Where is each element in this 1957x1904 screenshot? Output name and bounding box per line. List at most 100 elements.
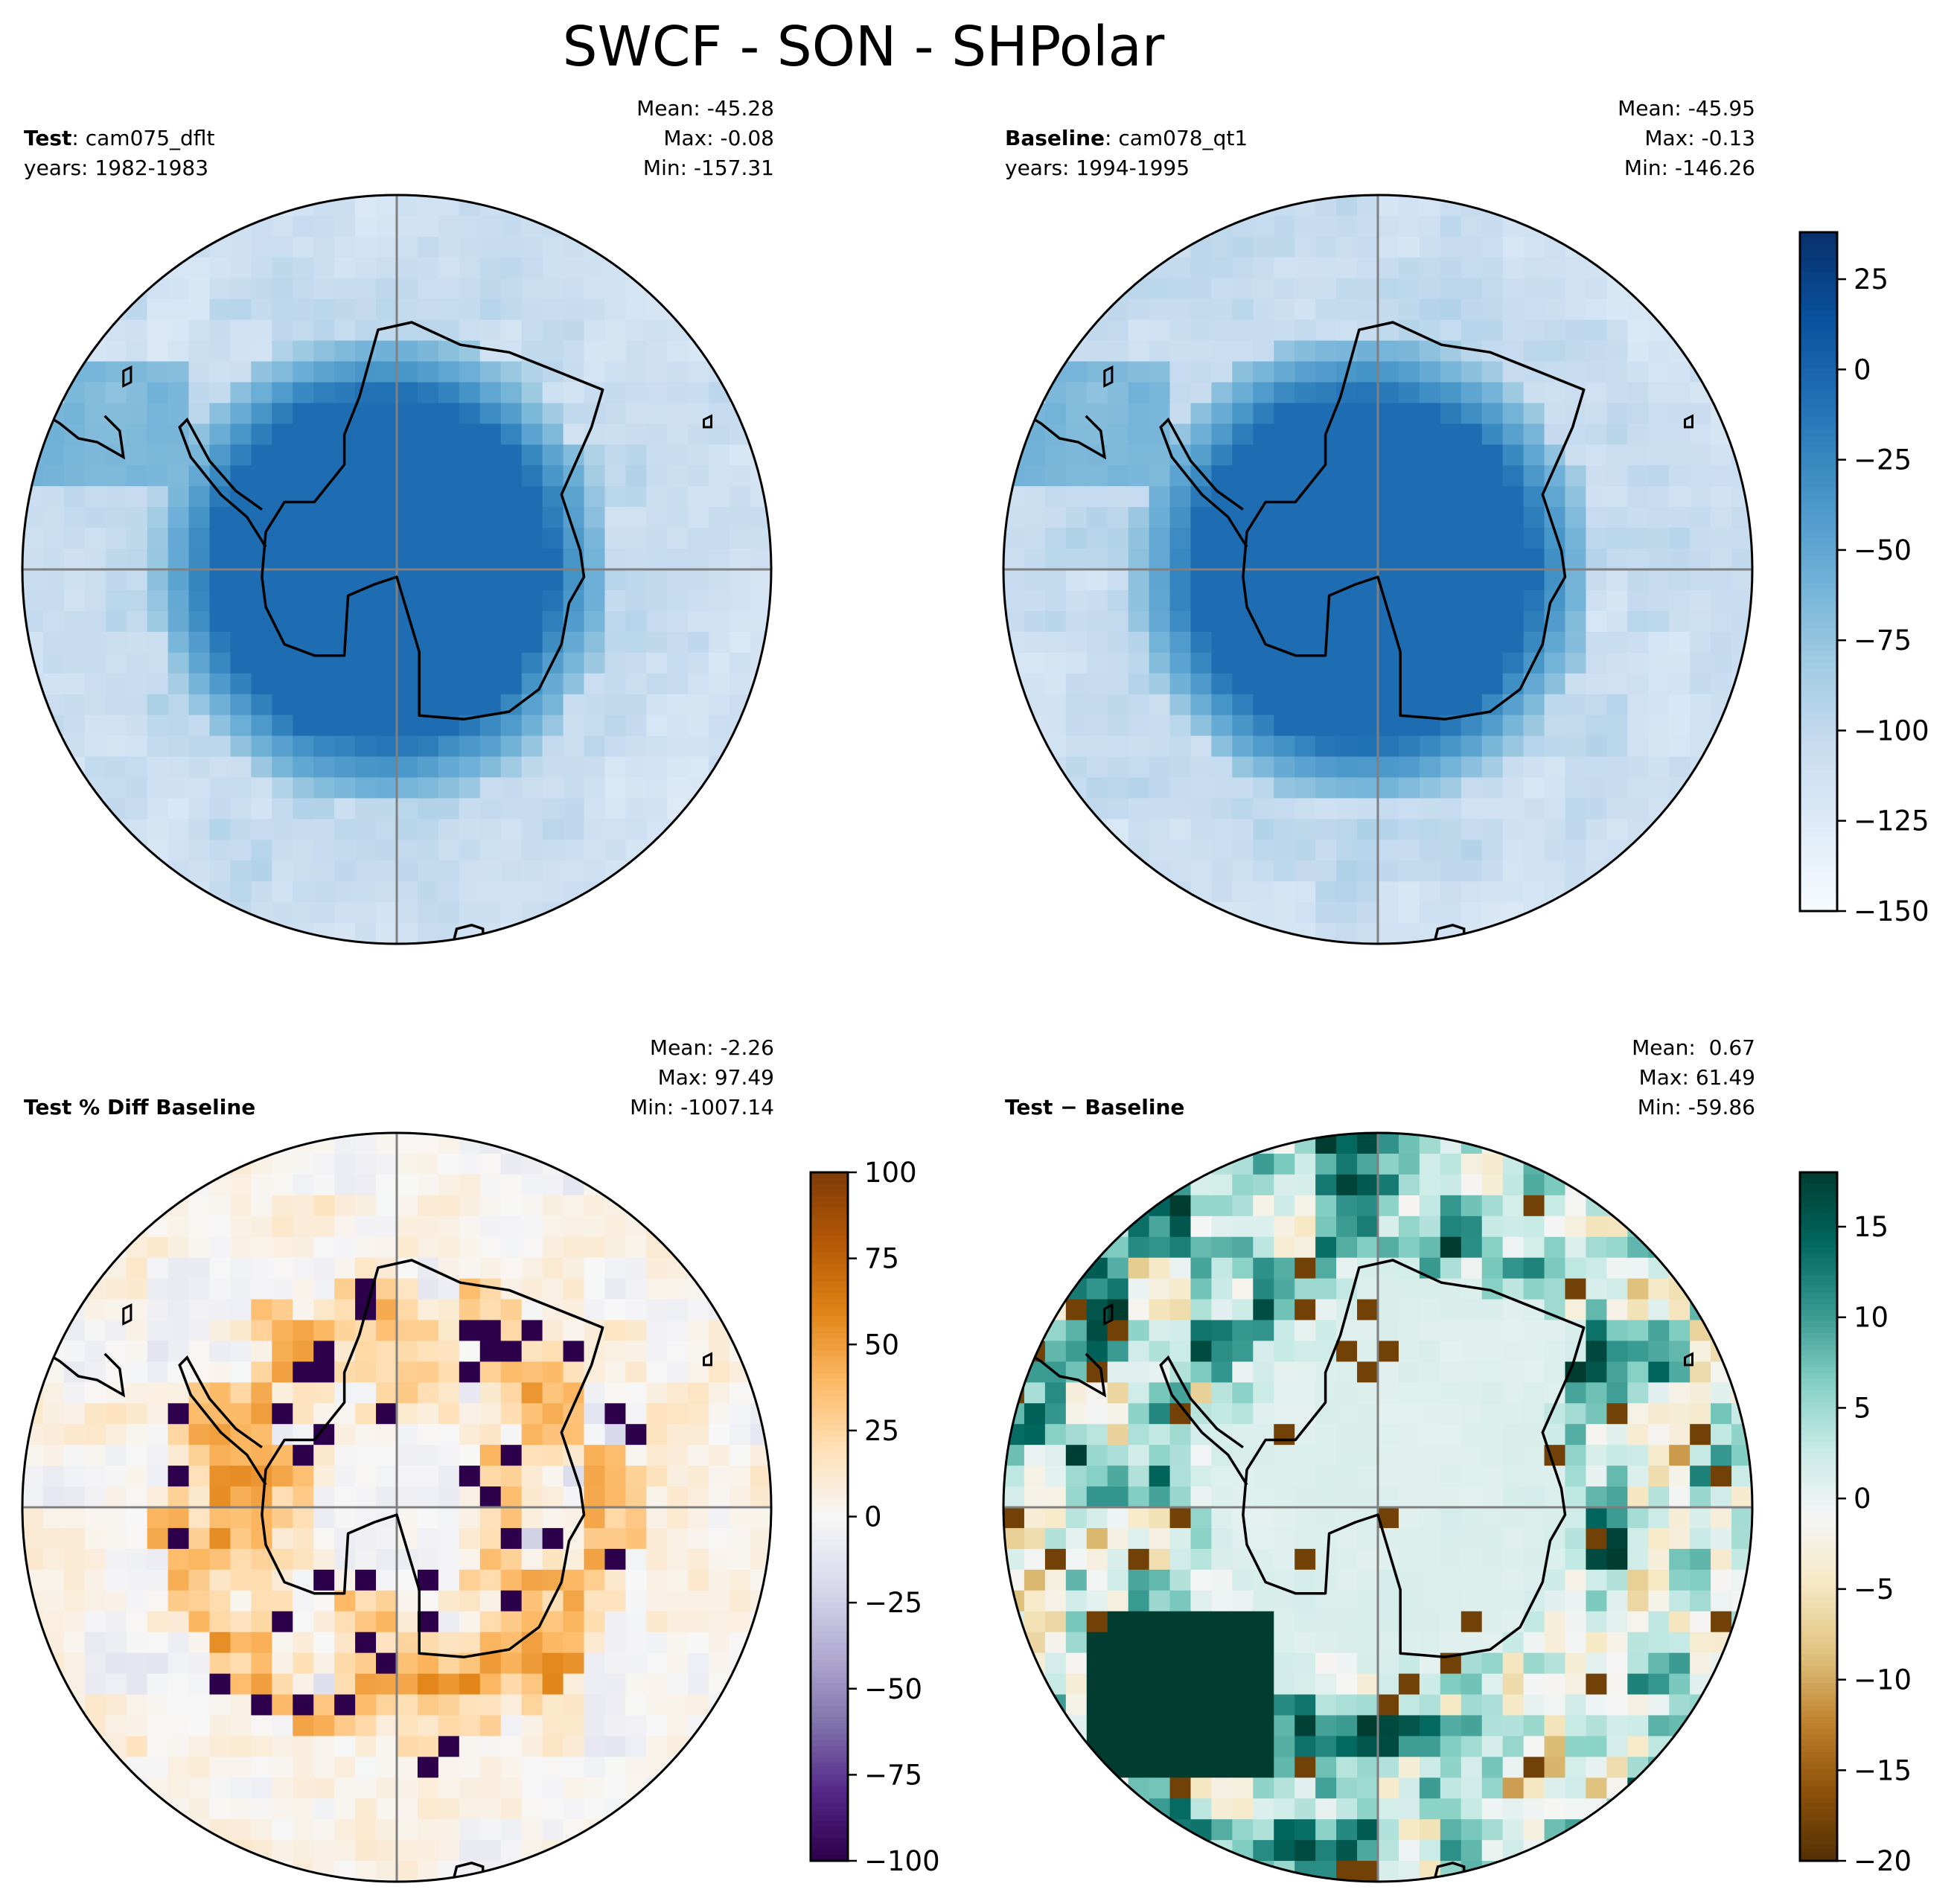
grid-cell [417, 1548, 439, 1571]
grid-cell [376, 195, 398, 217]
grid-cell [500, 631, 523, 654]
grid-cell [646, 1445, 668, 1466]
grid-cell [376, 549, 398, 570]
colorbar-segment [1800, 764, 1837, 770]
grid-cell [1294, 382, 1316, 404]
grid-cell [1149, 361, 1171, 383]
grid-cell [272, 1507, 293, 1529]
grid-cell [209, 631, 232, 654]
colorbar-segment [1800, 1769, 1837, 1775]
grid-cell [63, 673, 86, 695]
grid-cell [1586, 1341, 1607, 1362]
grid-cell [251, 1715, 272, 1737]
grid-cell [625, 610, 647, 633]
grid-cell [1294, 1445, 1316, 1466]
grid-cell [84, 569, 106, 591]
grid-cell [1336, 1153, 1358, 1175]
grid-cell [1523, 1507, 1545, 1529]
grid-cell [1690, 1590, 1711, 1612]
grid-cell [625, 1403, 647, 1425]
grid-cell [521, 1341, 543, 1362]
colorbar-segment [1800, 1476, 1837, 1483]
grid-cell [1149, 465, 1171, 487]
grid-cell [438, 1798, 460, 1820]
grid-cell [417, 1715, 439, 1737]
grid-cell [1544, 1715, 1566, 1737]
grid-cell [584, 819, 606, 840]
grid-cell [1149, 1507, 1171, 1529]
grid-cell [479, 1757, 502, 1778]
grid-cell [1648, 610, 1670, 633]
grid-cell [1211, 881, 1233, 903]
grid-cell [1294, 569, 1316, 591]
grid-cell [459, 1424, 481, 1445]
grid-cell [1211, 403, 1233, 424]
grid-cell [1086, 777, 1108, 799]
grid-cell [1065, 1424, 1088, 1445]
grid-cell [521, 403, 543, 424]
grid-cell [209, 1361, 232, 1383]
grid-cell [646, 340, 668, 362]
grid-cell [1544, 1424, 1566, 1445]
grid-cell [646, 1715, 668, 1737]
grid-cell [521, 1694, 543, 1716]
grid-cell [105, 340, 127, 362]
colorbar-segment [811, 1631, 848, 1638]
grid-cell [1232, 756, 1254, 779]
grid-cell [1315, 1777, 1337, 1799]
grid-cell [1107, 1569, 1129, 1591]
grid-cell [230, 424, 252, 445]
grid-cell [1315, 1611, 1337, 1633]
grid-cell [230, 840, 252, 861]
grid-cell [272, 1819, 293, 1841]
grid-cell [1419, 631, 1441, 654]
grid-cell [1586, 1486, 1607, 1508]
grid-cell [188, 278, 211, 300]
grid-cell [42, 694, 65, 716]
grid-cell [376, 777, 398, 799]
grid-cell [542, 881, 564, 903]
grid-cell [1565, 673, 1587, 695]
grid-cell [1107, 1278, 1129, 1300]
colorbar-segment [811, 1591, 848, 1598]
grid-cell [500, 1486, 523, 1508]
grid-cell [1460, 1694, 1483, 1716]
grid-cell [1274, 486, 1295, 508]
grid-cell [1460, 1652, 1483, 1675]
grid-cell [521, 1486, 543, 1508]
grid-cell [1232, 298, 1254, 321]
grid-cell [1336, 756, 1358, 779]
colorbar-segment [1800, 374, 1837, 380]
grid-cell [563, 1424, 585, 1445]
grid-cell [563, 819, 585, 840]
grid-cell [1169, 1278, 1192, 1300]
grid-cell [688, 631, 709, 654]
grid-cell [417, 756, 439, 779]
grid-cell [1440, 1507, 1462, 1529]
colorbar-segment [1800, 1384, 1837, 1391]
grid-cell [1003, 1527, 1025, 1550]
grid-cell [1232, 1819, 1254, 1841]
grid-cell [1232, 236, 1254, 258]
grid-cell [1294, 1299, 1316, 1321]
grid-cell [542, 1382, 564, 1404]
grid-cell [1398, 528, 1420, 549]
grid-cell [500, 1320, 523, 1342]
grid-cell [646, 1320, 668, 1342]
grid-cell [625, 1361, 647, 1383]
grid-cell [646, 1527, 668, 1550]
grid-cell [479, 424, 502, 445]
coastline-island [1684, 1352, 1693, 1367]
grid-cell [709, 590, 730, 612]
colorbar-segment [1800, 826, 1837, 833]
grid-cell [63, 507, 86, 528]
coastline-australia [451, 1861, 485, 1882]
grid-cell [1378, 819, 1399, 840]
grid-cell [417, 1341, 439, 1362]
grid-cell [1315, 1174, 1337, 1196]
grid-cell [230, 528, 252, 549]
grid-cell [209, 1694, 232, 1716]
grid-cell [1398, 860, 1420, 882]
colorbar-segment [1800, 1620, 1837, 1626]
grid-cell [625, 798, 647, 820]
